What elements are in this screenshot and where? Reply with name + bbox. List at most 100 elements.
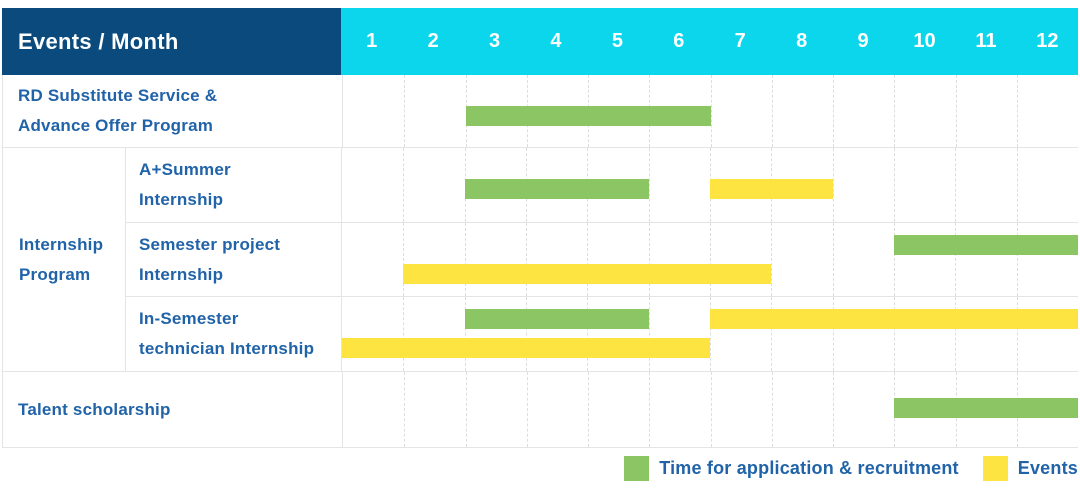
month-gridline — [464, 297, 466, 371]
month-label: 4 — [550, 30, 562, 52]
month-gridline — [955, 148, 957, 222]
month-gridline — [404, 372, 406, 447]
month-gridline — [771, 75, 773, 147]
legend-item-application-recruitment: Time for application & recruitment — [624, 456, 959, 481]
month-gridline — [587, 297, 589, 371]
row-label-talent-scholarship: Talent scholarship — [3, 372, 342, 447]
table-row: A+Summer Internship — [125, 148, 1078, 223]
green-gantt-bar — [894, 235, 1078, 255]
group-label-internship-program: Internship Program — [3, 148, 125, 371]
month-gridline — [404, 75, 406, 147]
month-label: 10 — [913, 30, 936, 52]
month-gridline — [403, 223, 405, 296]
month-gridline — [955, 223, 957, 296]
group-label-line: Internship — [19, 234, 104, 254]
month-label: 3 — [488, 30, 501, 52]
month-gridline — [894, 75, 896, 147]
yellow-gantt-bar — [403, 264, 772, 284]
month-gridline — [526, 372, 528, 447]
chart-cell-talent-scholarship — [342, 372, 1078, 447]
month-gridline — [1016, 148, 1018, 222]
chart-cell-semester-project — [341, 223, 1078, 296]
green-gantt-bar — [465, 106, 711, 126]
month-label: 1 — [366, 30, 378, 52]
row-label-line: In-Semester — [139, 309, 239, 328]
legend-label: Events — [1017, 458, 1078, 478]
month-gridline — [1016, 297, 1018, 371]
month-label: 11 — [975, 30, 997, 52]
group-subrows: A+Summer Internship Semester project Int… — [125, 148, 1078, 371]
row-label-line: A+Summer — [139, 160, 231, 179]
month-gridline — [832, 297, 834, 371]
month-gridline — [955, 75, 957, 147]
green-gantt-bar — [894, 398, 1078, 418]
table-row: RD Substitute Service & Advance Offer Pr… — [3, 75, 1078, 148]
row-label-line: Advance Offer Program — [18, 116, 214, 135]
month-gridline — [587, 223, 589, 296]
table-body: RD Substitute Service & Advance Offer Pr… — [2, 75, 1078, 448]
month-gridline — [771, 223, 773, 296]
yellow-gantt-bar — [710, 309, 1078, 329]
chart-cell-a-plus-summer — [341, 148, 1078, 222]
month-gridline — [403, 148, 405, 222]
month-gridline — [649, 372, 651, 447]
month-gridline — [832, 148, 834, 222]
group-wrap: Internship Program A+Summer Internship — [3, 148, 1078, 371]
row-label-line: Semester project — [139, 234, 281, 254]
gantt-table: Events / Month 1 2 3 4 5 6 7 8 9 10 11 12 RD Substi… — [2, 8, 1078, 448]
month-gridline — [526, 297, 527, 371]
month-gridline — [710, 75, 712, 147]
row-label-line: Talent scholarship — [18, 399, 171, 419]
month-gridline — [894, 148, 895, 222]
yellow-gantt-bar — [710, 179, 833, 199]
legend-label: Time for application & recruitment — [659, 458, 959, 478]
month-gridline — [648, 148, 650, 222]
month-label: 5 — [611, 30, 623, 52]
chart-cell-in-semester-technician — [341, 297, 1078, 371]
table-row: Talent scholarship — [3, 372, 1078, 447]
month-label: 9 — [857, 30, 869, 52]
table-header-row: Events / Month 1 2 3 4 5 6 7 8 9 10 11 12 — [2, 8, 1078, 75]
group-label-line: Program — [19, 264, 91, 284]
row-label-a-plus-summer: A+Summer Internship — [125, 148, 341, 222]
month-gridline — [771, 372, 773, 447]
row-label-line: technician Internship — [139, 339, 315, 358]
row-label-line: Internship — [139, 264, 224, 284]
row-label-semester-project: Semester project Internship — [125, 223, 341, 296]
month-label: 6 — [673, 30, 685, 52]
table-row: Semester project Internship — [125, 223, 1078, 297]
month-gridline — [464, 223, 466, 296]
legend-swatch-green — [624, 456, 650, 481]
table-header-title: Events / Month — [2, 8, 341, 75]
month-label: 8 — [796, 30, 808, 52]
month-label: 7 — [734, 30, 746, 52]
month-header: 1 2 3 4 5 6 7 8 9 10 11 12 — [341, 8, 1078, 75]
month-gridline — [955, 297, 957, 371]
month-gridline — [833, 372, 834, 447]
legend-swatch-yellow — [982, 456, 1008, 481]
table-row: In-Semester technician Internship — [125, 297, 1078, 371]
month-gridline — [710, 297, 711, 371]
month-label: 2 — [427, 30, 439, 52]
month-gridline — [1016, 223, 1018, 296]
month-gridline — [1016, 75, 1018, 147]
month-gridline — [465, 372, 467, 447]
month-gridline — [403, 297, 405, 371]
green-gantt-bar — [464, 309, 649, 329]
row-label-line: Internship — [139, 190, 224, 209]
chart-cell-rd-substitute — [342, 75, 1078, 147]
month-gridline — [771, 297, 773, 371]
month-gridline — [648, 297, 650, 371]
month-gridline — [833, 75, 834, 147]
legend: Time for application & recruitment Event… — [0, 443, 1078, 494]
row-label-in-semester-technician: In-Semester technician Internship — [125, 297, 341, 371]
month-gridline — [648, 223, 650, 296]
month-gridline — [710, 372, 712, 447]
legend-item-events: Events — [982, 456, 1078, 481]
table-row-group-internship: Internship Program A+Summer Internship — [3, 148, 1078, 372]
month-label: 12 — [1036, 30, 1059, 52]
month-gridline — [588, 372, 589, 447]
month-gridline — [710, 223, 711, 296]
month-gridline — [894, 223, 895, 296]
